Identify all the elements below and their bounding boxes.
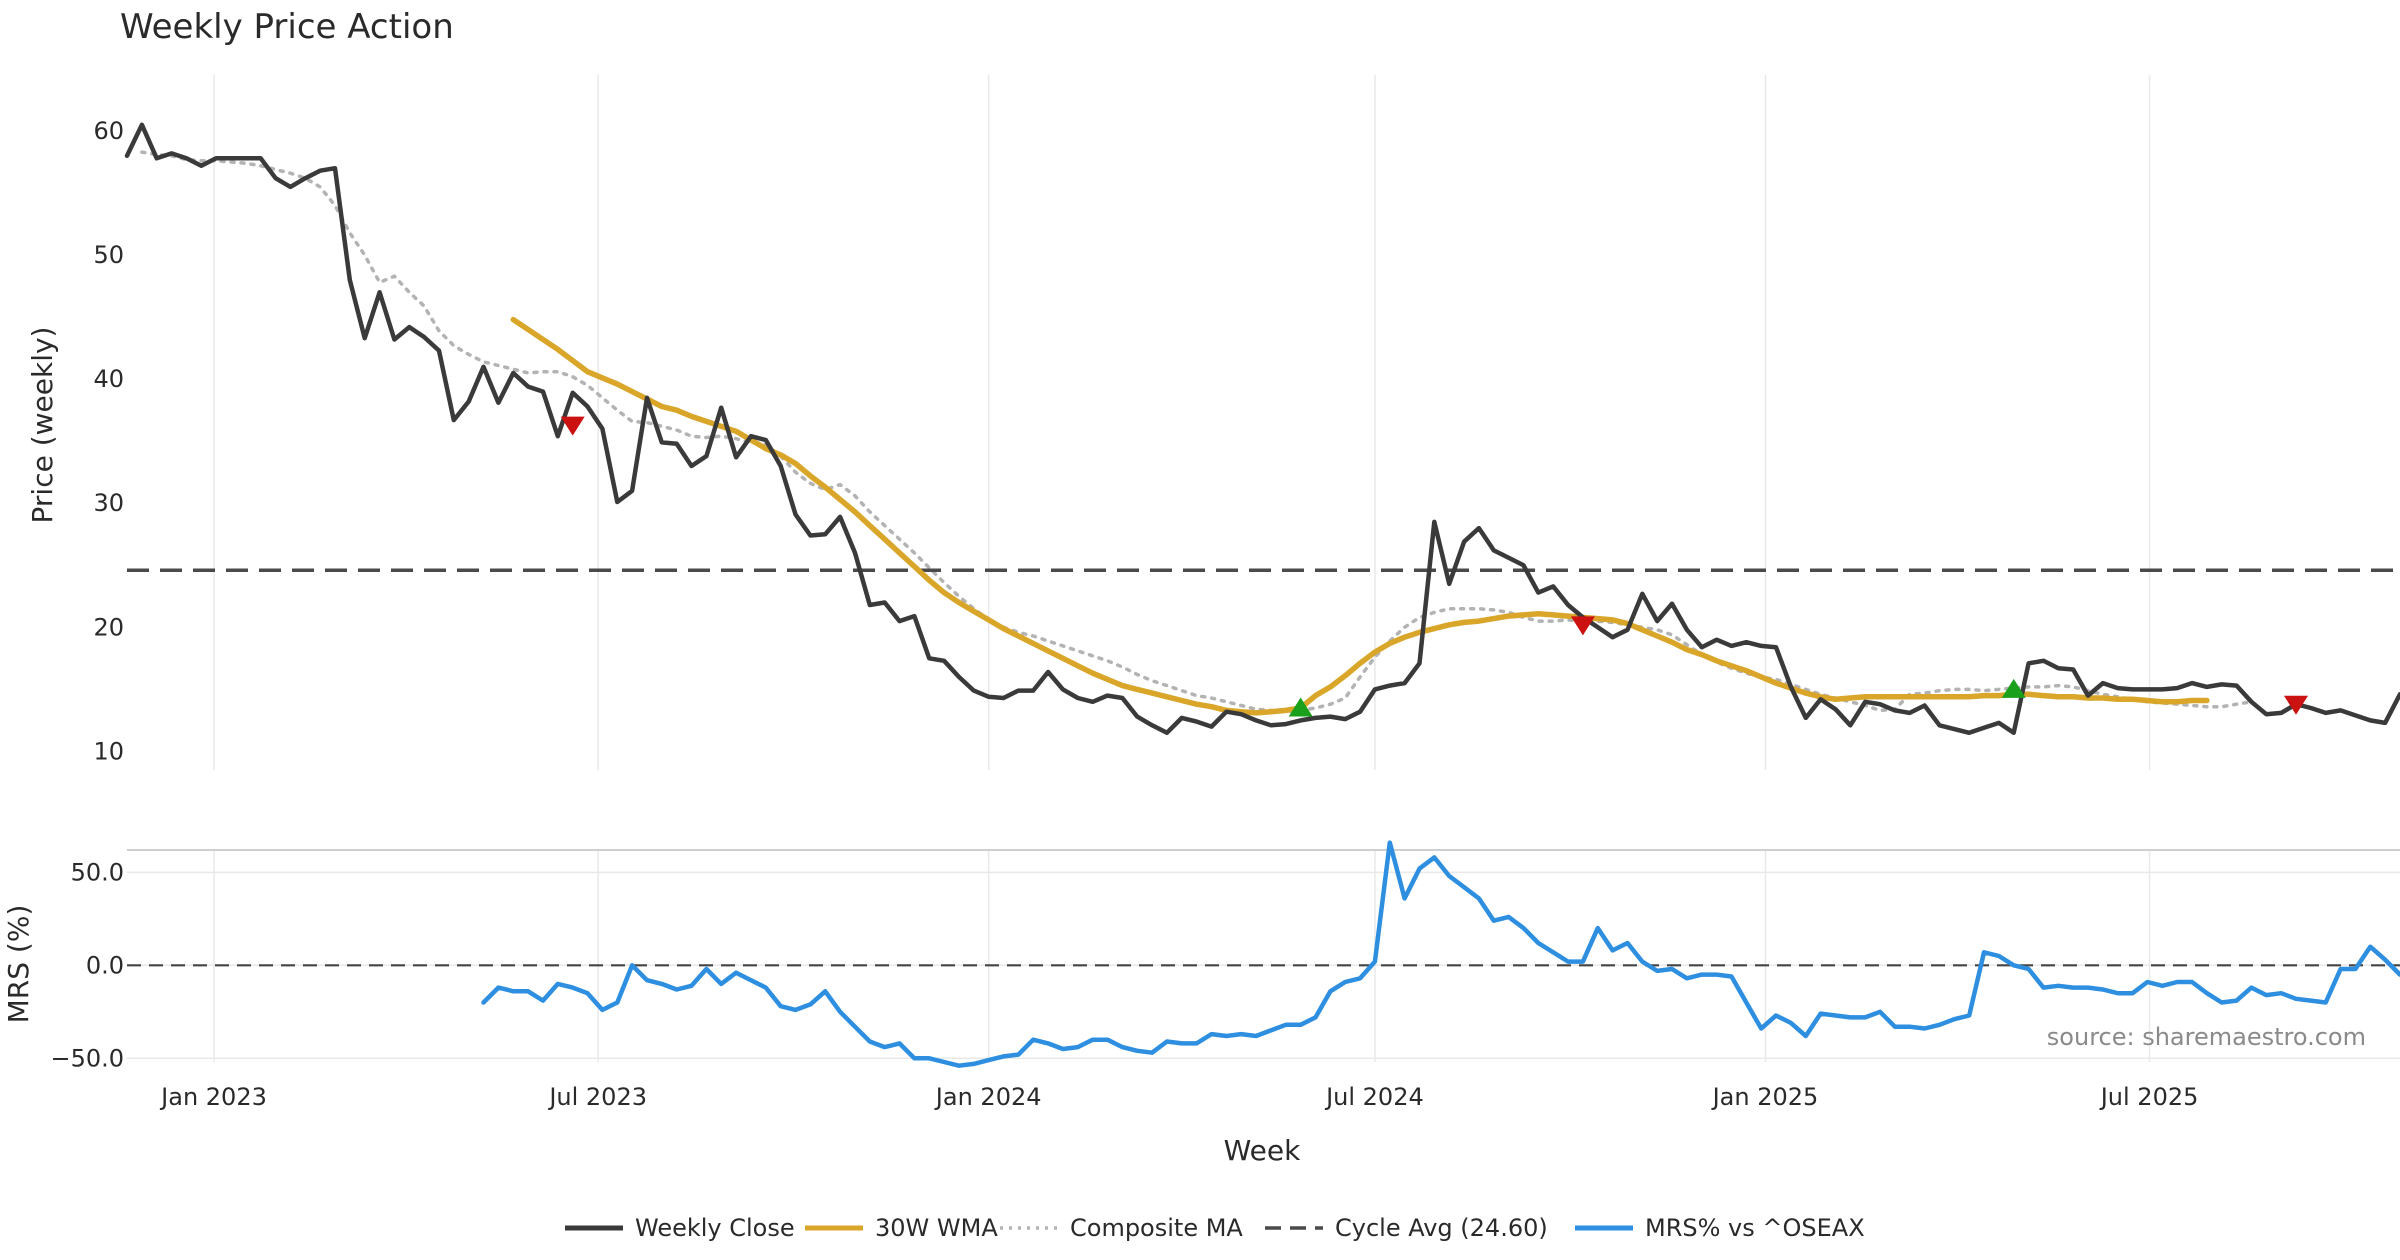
axis-layer: Jan 2023 Jul 2023 Jan 2024 Jul 2024 Jan 2025…	[50, 117, 2198, 1111]
price-y-axis-label: Price (weekly)	[26, 327, 59, 524]
legend-label: MRS% vs ^OSEAX	[1645, 1214, 1865, 1242]
price-y-tick-label: 30	[93, 489, 124, 517]
sell-signal-marker	[1570, 616, 1595, 636]
x-tick-label: Jan 2025	[1711, 1083, 1819, 1111]
legend-item-30w-wma: 30W WMA	[805, 1214, 998, 1242]
x-axis-label: Week	[1224, 1134, 1301, 1167]
mrs-panel	[127, 840, 2400, 1068]
chart-title: Weekly Price Action	[120, 7, 454, 47]
mrs-y-tick-label: 50.0	[71, 858, 124, 886]
mrs-y-tick-label: 0.0	[86, 951, 124, 979]
mrs-vs-oseax-line	[481, 840, 2400, 1068]
price-y-tick-label: 50	[93, 241, 124, 269]
buy-signal-marker	[1288, 697, 1313, 717]
x-tick-label: Jul 2024	[1324, 1083, 1424, 1111]
legend-item-composite-ma: Composite MA	[1000, 1214, 1243, 1242]
legend-item-mrs-vs-oseax: MRS% vs ^OSEAX	[1575, 1214, 1865, 1242]
legend-label: 30W WMA	[875, 1214, 998, 1242]
x-tick-label: Jan 2023	[159, 1083, 267, 1111]
x-tick-label: Jan 2024	[934, 1083, 1042, 1111]
price-y-tick-label: 40	[93, 365, 124, 393]
x-tick-label: Jul 2025	[2099, 1083, 2199, 1111]
sell-signal-marker	[560, 416, 585, 436]
legend-item-cycle-avg-24-60: Cycle Avg (24.60)	[1265, 1214, 1548, 1242]
sell-signal-marker	[2284, 695, 2309, 715]
legend-label: Cycle Avg (24.60)	[1335, 1214, 1548, 1242]
legend-item-weekly-close: Weekly Close	[565, 1214, 795, 1242]
source-note: source: sharemaestro.com	[2047, 1023, 2366, 1051]
legend: Weekly Close 30W WMA Composite MA Cycle Avg…	[565, 1214, 1865, 1242]
buy-signal-marker	[2001, 678, 2026, 698]
price-y-tick-label: 20	[93, 613, 124, 641]
30w-wma-line	[510, 316, 2210, 716]
legend-label: Composite MA	[1070, 1214, 1243, 1242]
mrs-y-axis-label: MRS (%)	[2, 905, 35, 1024]
price-y-tick-label: 10	[93, 737, 124, 765]
mrs-y-tick-label: −50.0	[50, 1044, 124, 1072]
composite-ma-line	[140, 150, 2254, 714]
price-y-tick-label: 60	[93, 117, 124, 145]
price-panel	[124, 122, 2400, 736]
legend-label: Weekly Close	[635, 1214, 795, 1242]
weekly-close-line	[124, 122, 2400, 736]
x-tick-label: Jul 2023	[547, 1083, 647, 1111]
